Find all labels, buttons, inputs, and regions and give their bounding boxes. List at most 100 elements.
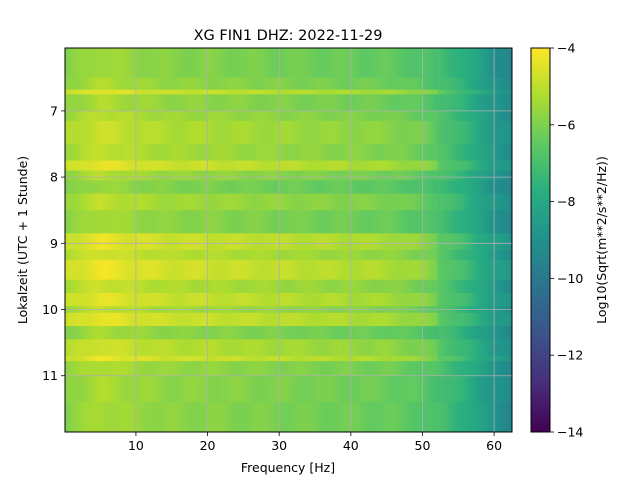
heatmap-cell: [130, 180, 135, 195]
heatmap-cell: [282, 249, 287, 261]
heatmap-cell: [264, 279, 269, 294]
heatmap-cell: [339, 120, 343, 145]
heatmap-cell: [470, 170, 474, 182]
heatmap-cell: [103, 292, 108, 307]
heatmap-cell: [431, 110, 436, 122]
heatmap-cell: [282, 355, 287, 362]
heatmap-cell: [306, 326, 310, 340]
heatmap-cell: [458, 312, 462, 327]
heatmap-cell: [437, 110, 442, 122]
heatmap-cell: [336, 170, 340, 182]
heatmap-cell: [285, 193, 290, 211]
heatmap-cell: [389, 210, 394, 234]
heatmap-cell: [231, 312, 236, 327]
heatmap-cell: [133, 326, 138, 340]
heatmap-cell: [276, 355, 281, 362]
heatmap-cell: [264, 210, 269, 234]
heatmap-cell: [374, 339, 379, 357]
heatmap-cell: [288, 375, 293, 403]
heatmap-cell: [240, 375, 245, 403]
heatmap-cell: [181, 193, 185, 211]
heatmap-cell: [258, 326, 263, 340]
heatmap-cell: [336, 48, 340, 79]
heatmap-cell: [461, 144, 465, 162]
heatmap-cell: [485, 94, 489, 112]
heatmap-cell: [371, 77, 376, 91]
heatmap-cell: [497, 326, 501, 340]
heatmap-cell: [67, 170, 72, 182]
heatmap-cell: [261, 170, 266, 182]
heatmap-cell: [160, 120, 164, 145]
heatmap-cell: [482, 402, 486, 432]
heatmap-cell: [324, 312, 328, 327]
x-tick-label: 10: [128, 438, 144, 453]
heatmap-cell: [509, 94, 512, 112]
heatmap-cell: [458, 193, 462, 211]
heatmap-cell: [309, 233, 313, 251]
heatmap-cell: [187, 312, 191, 327]
heatmap-cell: [383, 249, 388, 261]
heatmap-cell: [103, 94, 108, 112]
heatmap-cell: [288, 312, 293, 327]
heatmap-cell: [404, 144, 409, 162]
heatmap-cell: [479, 279, 483, 294]
heatmap-cell: [416, 120, 421, 145]
heatmap-cell: [205, 193, 209, 211]
heatmap-cell: [294, 210, 299, 234]
heatmap-cell: [133, 120, 138, 145]
heatmap-cell: [172, 402, 176, 432]
heatmap-cell: [321, 160, 325, 172]
heatmap-cell: [70, 402, 75, 432]
heatmap-cell: [106, 210, 111, 234]
heatmap-cell: [336, 249, 340, 261]
heatmap-cell: [70, 355, 75, 362]
heatmap-cell: [503, 312, 507, 327]
heatmap-cell: [452, 94, 456, 112]
heatmap-cell: [222, 160, 227, 172]
heatmap-cell: [202, 144, 206, 162]
heatmap-cell: [124, 279, 129, 294]
heatmap-cell: [336, 144, 340, 162]
heatmap-cell: [151, 180, 155, 195]
heatmap-cell: [324, 375, 328, 403]
heatmap-cell: [401, 249, 406, 261]
heatmap-cell: [124, 339, 129, 357]
heatmap-cell: [258, 94, 263, 112]
heatmap-cell: [467, 48, 471, 79]
heatmap-cell: [133, 355, 138, 362]
heatmap-cell: [368, 170, 373, 182]
heatmap-cell: [404, 94, 409, 112]
heatmap-cell: [270, 193, 275, 211]
heatmap-cell: [202, 361, 206, 377]
heatmap-cell: [184, 361, 188, 377]
heatmap-cell: [142, 279, 147, 294]
heatmap-cell: [464, 402, 468, 432]
heatmap-cell: [252, 402, 257, 432]
heatmap-cell: [339, 193, 343, 211]
heatmap-cell: [312, 292, 316, 307]
heatmap-cell: [222, 233, 227, 251]
heatmap-cell: [136, 326, 141, 340]
heatmap-cell: [112, 312, 117, 327]
heatmap-cell: [461, 77, 465, 91]
heatmap-cell: [214, 144, 218, 162]
heatmap-cell: [100, 94, 105, 112]
heatmap-cell: [178, 144, 182, 162]
heatmap-cell: [142, 94, 147, 112]
heatmap-cell: [79, 170, 84, 182]
heatmap-cell: [103, 193, 108, 211]
heatmap-cell: [449, 94, 453, 112]
heatmap-cell: [363, 361, 367, 377]
heatmap-cell: [416, 339, 421, 357]
heatmap-cell: [199, 180, 203, 195]
heatmap-cell: [157, 279, 161, 294]
heatmap-cell: [506, 94, 510, 112]
heatmap-cell: [398, 193, 403, 211]
heatmap-cell: [404, 355, 409, 362]
heatmap-cell: [473, 249, 477, 261]
heatmap-cell: [231, 339, 236, 357]
heatmap-cell: [225, 89, 230, 95]
heatmap-cell: [169, 110, 173, 122]
heatmap-cell: [428, 292, 433, 307]
heatmap-cell: [464, 326, 468, 340]
